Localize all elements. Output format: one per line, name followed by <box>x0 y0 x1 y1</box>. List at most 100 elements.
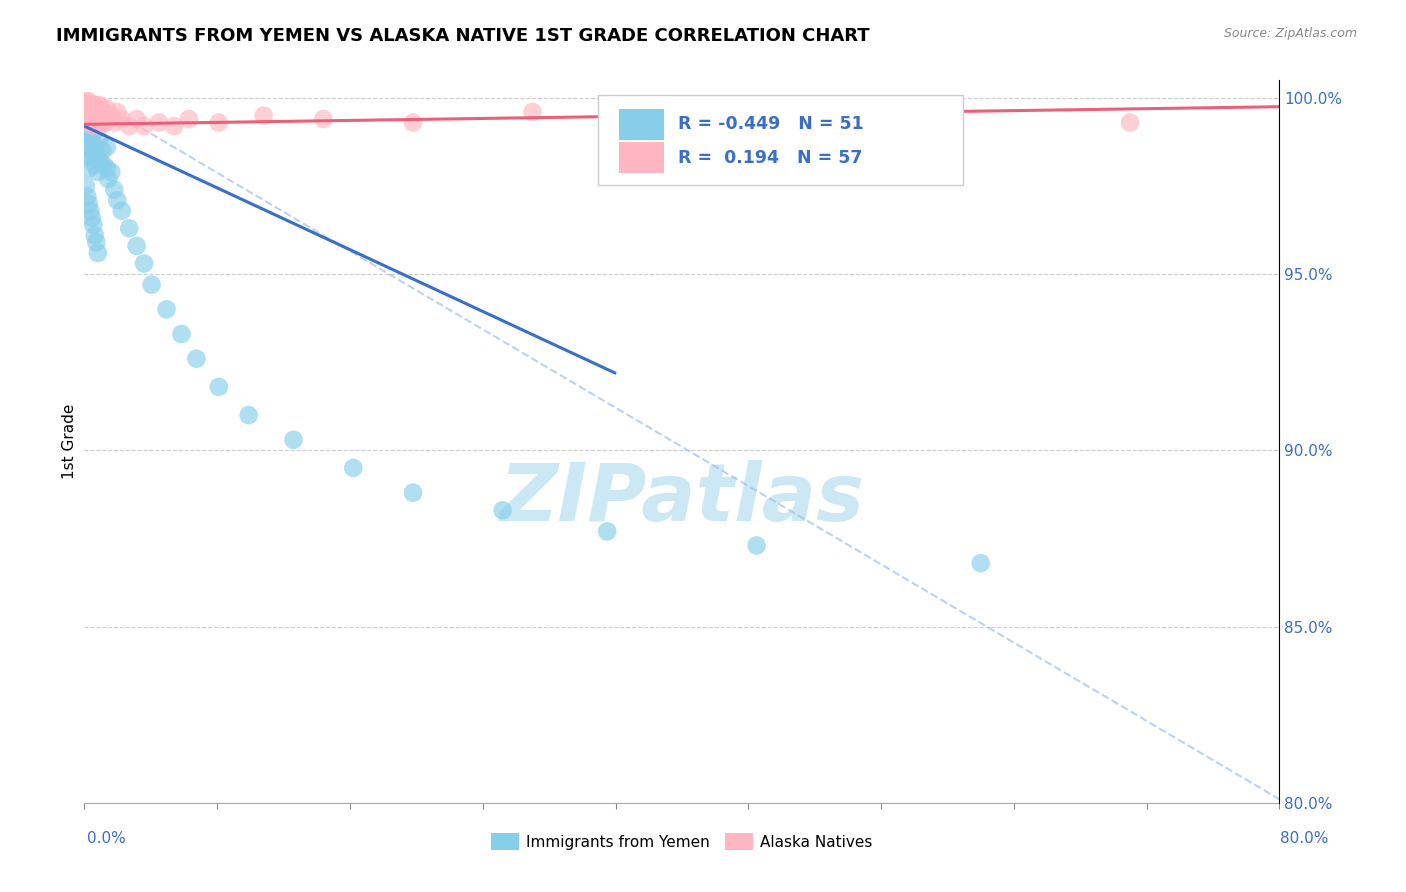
Point <box>745 539 768 553</box>
Point <box>79 109 101 123</box>
Point <box>76 98 98 112</box>
Point <box>89 133 111 147</box>
Point <box>132 256 156 270</box>
Point <box>208 380 231 394</box>
Point <box>87 246 110 260</box>
Point <box>80 98 103 112</box>
Point <box>1119 115 1142 129</box>
Point <box>83 140 105 154</box>
Point <box>90 115 112 129</box>
Point <box>83 109 105 123</box>
Point <box>79 119 101 133</box>
Point <box>208 115 231 129</box>
Point <box>77 140 100 154</box>
Point <box>100 109 122 123</box>
Point <box>86 115 108 129</box>
Point <box>77 95 100 109</box>
Point <box>82 102 104 116</box>
Point <box>86 235 108 250</box>
Point <box>118 221 141 235</box>
Point <box>186 351 208 366</box>
Point <box>82 126 104 140</box>
Text: 0.0%: 0.0% <box>87 831 127 846</box>
Point <box>83 109 105 123</box>
Point <box>96 161 118 176</box>
Point <box>253 109 276 123</box>
Point <box>83 98 105 112</box>
Point <box>79 105 101 120</box>
Point <box>83 158 105 172</box>
Text: IMMIGRANTS FROM YEMEN VS ALASKA NATIVE 1ST GRADE CORRELATION CHART: IMMIGRANTS FROM YEMEN VS ALASKA NATIVE 1… <box>56 27 870 45</box>
Point <box>283 433 305 447</box>
Point <box>73 112 96 126</box>
Point <box>77 105 100 120</box>
Point <box>90 102 112 116</box>
Text: R =  0.194   N = 57: R = 0.194 N = 57 <box>678 149 863 167</box>
Point <box>80 136 103 151</box>
Point <box>402 485 425 500</box>
Point <box>77 161 100 176</box>
Point <box>75 105 97 120</box>
Point <box>97 112 120 126</box>
Point <box>894 102 917 116</box>
Point <box>103 115 125 129</box>
Point <box>79 203 101 218</box>
Point <box>79 98 101 112</box>
Point <box>77 196 100 211</box>
Point <box>79 144 101 158</box>
Point <box>76 109 98 123</box>
Point <box>105 105 128 120</box>
Point <box>94 115 117 129</box>
Point <box>91 112 114 126</box>
Point <box>132 119 156 133</box>
Point <box>73 102 96 116</box>
Text: Source: ZipAtlas.com: Source: ZipAtlas.com <box>1223 27 1357 40</box>
Point <box>155 302 177 317</box>
Point <box>97 172 120 186</box>
Point <box>111 203 134 218</box>
Point <box>80 112 103 126</box>
Point <box>96 140 118 154</box>
Point <box>82 112 104 126</box>
Text: ZIPatlas: ZIPatlas <box>499 460 865 539</box>
Point <box>492 503 515 517</box>
Point <box>89 109 111 123</box>
Point <box>148 115 170 129</box>
Point <box>75 115 97 129</box>
Point <box>75 179 97 194</box>
Point <box>177 112 200 126</box>
Point <box>86 102 108 116</box>
Point <box>671 112 693 126</box>
Y-axis label: 1st Grade: 1st Grade <box>62 404 77 479</box>
Point <box>96 102 118 116</box>
Text: R = -0.449   N = 51: R = -0.449 N = 51 <box>678 115 865 133</box>
Point <box>312 112 335 126</box>
Legend: Immigrants from Yemen, Alaska Natives: Immigrants from Yemen, Alaska Natives <box>485 827 879 856</box>
FancyBboxPatch shape <box>599 95 963 185</box>
FancyBboxPatch shape <box>619 143 664 173</box>
Point <box>103 182 125 196</box>
Point <box>82 151 104 165</box>
Point <box>76 151 98 165</box>
Point <box>89 154 111 169</box>
Point <box>75 126 97 140</box>
Point <box>80 129 103 144</box>
Point <box>970 556 993 570</box>
Point <box>82 119 104 133</box>
Point <box>75 95 97 109</box>
FancyBboxPatch shape <box>619 109 664 139</box>
Point <box>87 105 110 120</box>
Point <box>522 105 544 120</box>
Point <box>402 115 425 129</box>
Text: 80.0%: 80.0% <box>1281 831 1329 846</box>
Point <box>89 112 111 126</box>
Point <box>163 119 186 133</box>
Point <box>141 277 163 292</box>
Point <box>100 165 122 179</box>
Point <box>76 189 98 203</box>
Point <box>82 218 104 232</box>
Point <box>87 105 110 120</box>
Point <box>76 109 98 123</box>
Point <box>77 115 100 129</box>
Point <box>125 239 148 253</box>
